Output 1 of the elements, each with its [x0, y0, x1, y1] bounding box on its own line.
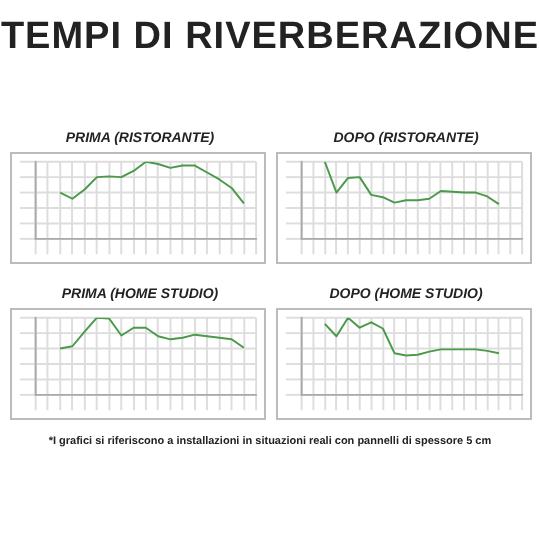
chart-title: TEMPI DI RIVERBERAZIONE: [0, 16, 540, 60]
